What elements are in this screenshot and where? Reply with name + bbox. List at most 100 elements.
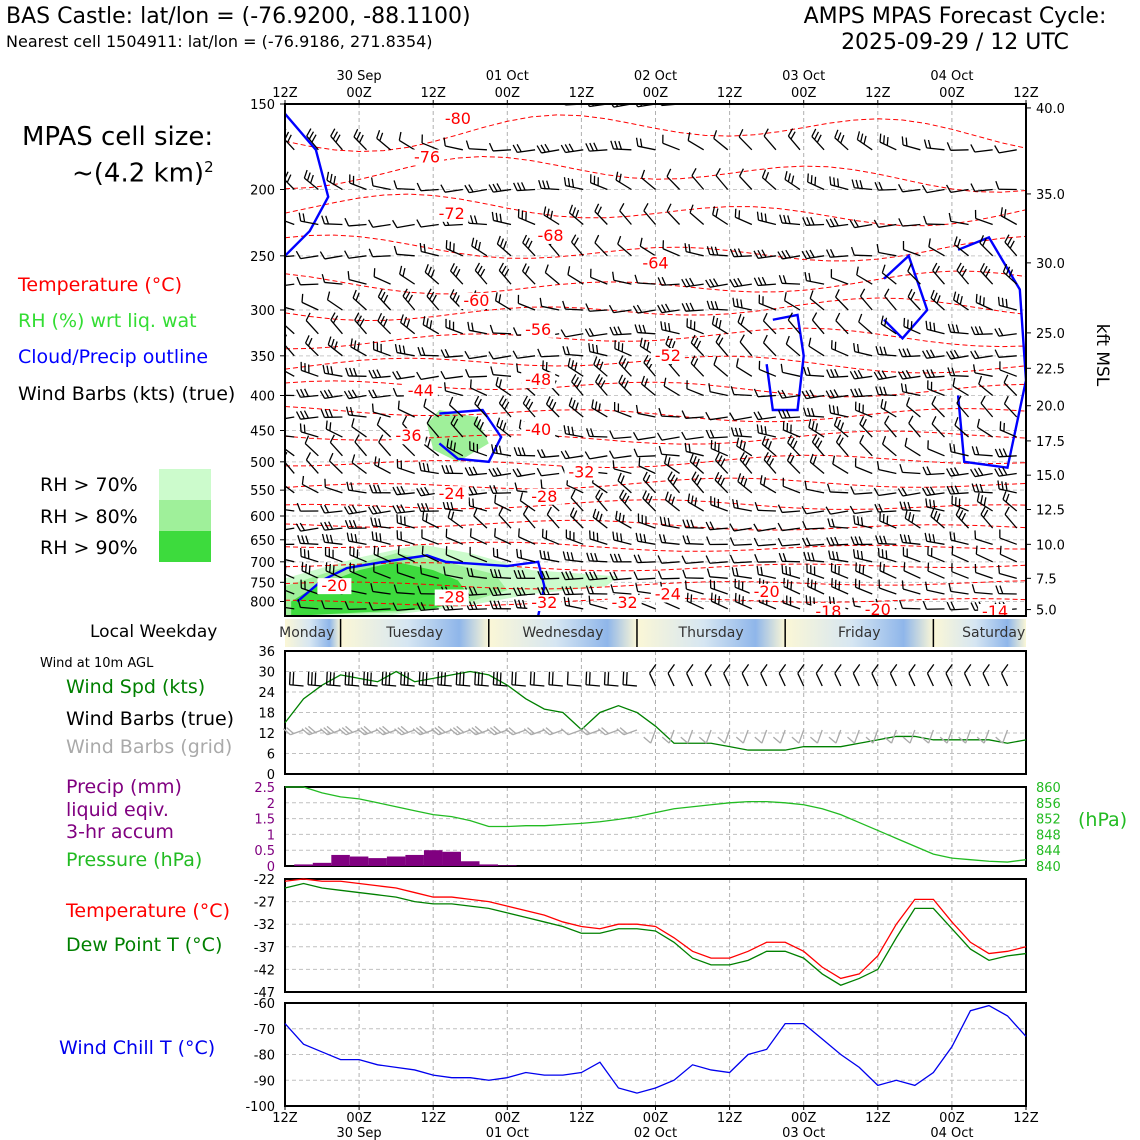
barb-feather <box>396 504 402 513</box>
barb-feather <box>858 313 863 323</box>
precip-panel-tick-label: 2.5 <box>254 781 275 796</box>
barb-feather <box>690 519 695 529</box>
barb-feather <box>642 471 648 480</box>
barb-feather <box>807 407 811 417</box>
barb-feather <box>946 601 952 611</box>
barb-feather <box>280 437 282 445</box>
wind-barb <box>640 375 656 397</box>
barb-staff <box>1002 271 1018 285</box>
barb-feather <box>995 180 1000 190</box>
weekday-cell <box>785 619 934 647</box>
wind-barb <box>777 389 801 399</box>
barb-staff <box>444 223 463 227</box>
temp-contour-label: -48 <box>525 370 551 389</box>
barb-staff <box>325 428 343 438</box>
barb-feather <box>496 183 502 192</box>
barb-feather <box>1003 395 1009 405</box>
grid-barb-feather <box>394 728 402 736</box>
barb-staff <box>952 385 969 397</box>
barb-feather <box>998 448 1004 457</box>
bottom-date-label: 02 Oct <box>634 1126 677 1140</box>
barb-feather <box>600 380 606 389</box>
weekday-label: Wednesday <box>522 625 603 641</box>
barb-feather <box>303 86 305 94</box>
barb-staff <box>543 214 560 226</box>
true-barb-feather <box>422 672 424 686</box>
barb-staff <box>787 319 801 335</box>
true-barb-feather <box>963 663 972 674</box>
wind10m-true-barb <box>667 663 675 687</box>
barb-staff <box>638 521 656 529</box>
wind-barb <box>686 380 704 397</box>
barb-feather <box>787 434 793 443</box>
barb-feather <box>546 180 550 190</box>
barb-feather <box>682 535 687 544</box>
barb-feather <box>760 566 763 576</box>
barb-staff <box>950 608 969 611</box>
barb-feather <box>448 396 454 406</box>
precip-panel-tick-label: 1 <box>267 828 275 843</box>
wind-barb <box>299 423 319 438</box>
grid-barb-feather <box>382 725 390 733</box>
wind-barb <box>324 546 343 563</box>
wind-barb <box>659 516 680 529</box>
barb-feather <box>328 452 334 462</box>
barb-feather <box>710 246 715 255</box>
barb-feather <box>658 407 663 417</box>
barb-feather <box>595 511 600 520</box>
barb-feather <box>947 367 952 376</box>
barb-feather <box>617 553 623 563</box>
barb-feather <box>829 176 832 185</box>
wind-barb <box>326 171 343 191</box>
barb-feather <box>809 389 815 398</box>
true-barb-staff <box>778 673 786 687</box>
barb-feather <box>717 474 723 484</box>
grid-barb-feather <box>791 736 800 744</box>
barb-feather <box>424 264 429 273</box>
barb-feather <box>858 536 863 545</box>
temp-contour-label: -52 <box>655 346 681 365</box>
barb-staff <box>1004 241 1018 257</box>
temp-label-bg <box>434 589 469 606</box>
barb-feather <box>705 429 711 439</box>
wind-barb <box>689 453 705 474</box>
barb-feather <box>696 477 702 486</box>
barb-staff <box>926 540 945 545</box>
barb-staff <box>421 573 439 579</box>
barb-feather <box>850 536 855 545</box>
temperature-contour <box>285 477 1026 490</box>
barb-staff <box>926 492 945 497</box>
barb-feather <box>279 598 281 606</box>
wind10m-grid-barb <box>394 725 415 736</box>
barb-feather <box>715 167 721 177</box>
barb-staff <box>637 145 656 151</box>
barb-feather <box>801 250 807 259</box>
wind-barb <box>496 235 512 257</box>
wind-barb <box>643 202 656 225</box>
wind-barb <box>346 532 367 545</box>
kft-tick-label: 20.0 <box>1036 400 1065 415</box>
temp-label-bg <box>564 464 599 481</box>
barb-feather <box>351 418 355 427</box>
kft-tick-label: 22.5 <box>1036 362 1065 377</box>
wind-barb <box>729 554 752 564</box>
barb-staff <box>734 506 752 512</box>
wind-barb <box>657 276 680 286</box>
wind-barb <box>300 579 319 595</box>
barb-staff <box>397 522 415 529</box>
barb-feather <box>618 173 622 183</box>
wind-panel-tick-label: 30 <box>258 666 275 681</box>
temp-label-bg <box>527 595 562 612</box>
wind-barb <box>637 513 656 529</box>
barb-feather <box>705 521 711 530</box>
barb-feather <box>344 217 350 227</box>
barb-staff <box>522 270 536 285</box>
barb-feather <box>406 86 410 93</box>
wind-barb <box>443 137 463 151</box>
wind-barb <box>734 592 753 610</box>
wind-barb <box>300 361 319 377</box>
barb-staff <box>902 492 921 497</box>
barb-staff <box>341 104 343 105</box>
barb-staff <box>330 135 343 151</box>
wind-barb <box>488 183 512 193</box>
